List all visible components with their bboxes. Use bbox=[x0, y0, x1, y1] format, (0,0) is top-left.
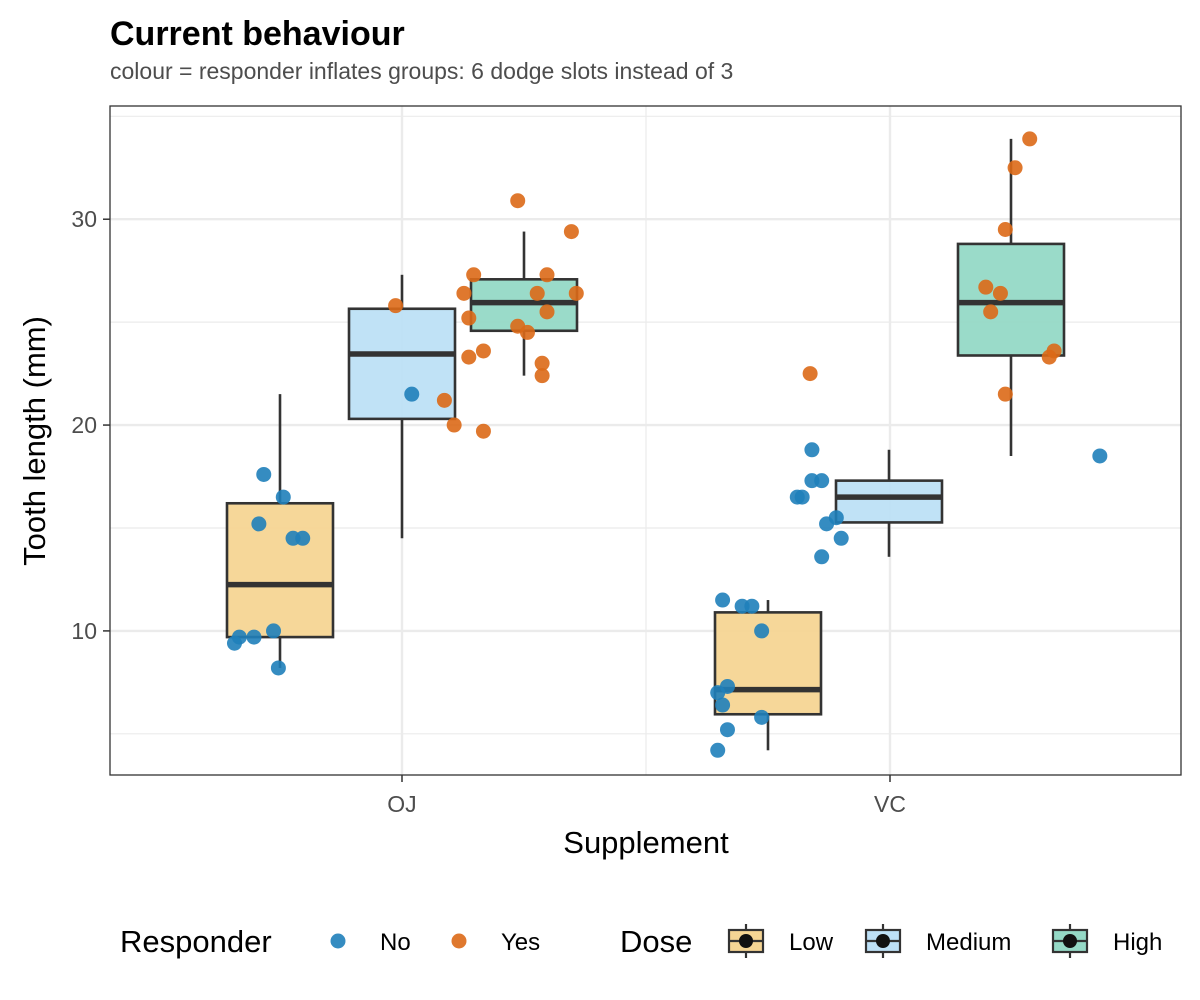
data-point bbox=[510, 193, 526, 209]
data-point bbox=[446, 417, 462, 433]
data-point bbox=[246, 629, 262, 645]
box-oj-low bbox=[225, 394, 335, 668]
legend-key-no bbox=[330, 933, 346, 949]
data-point bbox=[978, 279, 994, 295]
data-point bbox=[710, 742, 726, 758]
data-point bbox=[519, 324, 535, 340]
data-point bbox=[710, 685, 726, 701]
legend-title-responder: Responder bbox=[120, 924, 272, 959]
y-tick-label: 20 bbox=[71, 412, 97, 438]
data-point bbox=[461, 310, 477, 326]
x-axis: OJ VC bbox=[387, 775, 906, 817]
data-point bbox=[819, 516, 835, 532]
data-point bbox=[275, 489, 291, 505]
legend-key-yes bbox=[451, 933, 467, 949]
data-point bbox=[270, 660, 286, 676]
points-layer bbox=[226, 131, 1108, 758]
data-point bbox=[814, 549, 830, 565]
data-point bbox=[1007, 160, 1023, 176]
data-point bbox=[256, 466, 272, 482]
legend-dose: Dose Low Medium High bbox=[620, 924, 1162, 959]
data-point bbox=[814, 473, 830, 489]
data-point bbox=[461, 349, 477, 365]
data-point bbox=[802, 366, 818, 382]
data-point bbox=[534, 368, 550, 384]
data-point bbox=[404, 386, 420, 402]
data-point bbox=[568, 285, 584, 301]
data-point bbox=[475, 343, 491, 359]
data-point bbox=[466, 267, 482, 283]
data-point bbox=[539, 267, 555, 283]
data-point bbox=[388, 298, 404, 314]
box-body bbox=[225, 501, 335, 639]
legend-responder: Responder No Yes bbox=[120, 924, 540, 959]
chart-title: Current behaviour bbox=[110, 15, 405, 53]
data-point bbox=[744, 598, 760, 614]
y-axis-title: Tooth length (mm) bbox=[17, 316, 52, 566]
legend-label-low: Low bbox=[789, 929, 834, 956]
legend-key-point bbox=[1063, 934, 1077, 948]
panel-border bbox=[109, 105, 1182, 776]
box-vc-high bbox=[956, 138, 1066, 456]
box-vc-medium bbox=[834, 449, 944, 557]
legend-key-medium bbox=[864, 924, 902, 958]
x-axis-title: Supplement bbox=[563, 825, 729, 860]
data-point bbox=[719, 722, 735, 738]
data-point bbox=[983, 304, 999, 320]
data-point bbox=[563, 224, 579, 240]
data-point bbox=[997, 222, 1013, 238]
data-point bbox=[456, 285, 472, 301]
legend-label-high: High bbox=[1113, 929, 1162, 956]
y-tick-label: 10 bbox=[71, 618, 97, 644]
legend-key-point bbox=[876, 934, 890, 948]
box-body bbox=[956, 242, 1066, 357]
data-point bbox=[754, 623, 770, 639]
legend-key-high bbox=[1051, 924, 1089, 958]
gridlines bbox=[110, 106, 1181, 775]
legend-label-medium: Medium bbox=[926, 929, 1011, 956]
data-point bbox=[1092, 448, 1108, 464]
legend-label-yes: Yes bbox=[501, 929, 540, 956]
legend-key-point bbox=[739, 934, 753, 948]
data-point bbox=[534, 355, 550, 371]
boxes-layer bbox=[225, 138, 1066, 751]
data-point bbox=[992, 285, 1008, 301]
box-body bbox=[834, 479, 944, 524]
y-tick-label: 30 bbox=[71, 206, 97, 232]
legend-key-low bbox=[727, 924, 765, 958]
data-point bbox=[997, 386, 1013, 402]
x-tick-label: VC bbox=[874, 791, 906, 817]
x-tick-label: OJ bbox=[387, 791, 416, 817]
data-point bbox=[794, 489, 810, 505]
data-point bbox=[1022, 131, 1038, 147]
data-point bbox=[226, 635, 242, 651]
data-point bbox=[1041, 349, 1057, 365]
data-point bbox=[804, 442, 820, 458]
data-point bbox=[475, 423, 491, 439]
legend: Responder No Yes Dose Low Medium High bbox=[120, 924, 1162, 959]
data-point bbox=[529, 285, 545, 301]
box-oj-medium bbox=[347, 274, 457, 539]
data-point bbox=[266, 623, 282, 639]
data-point bbox=[715, 592, 731, 608]
data-point bbox=[833, 530, 849, 546]
data-point bbox=[539, 304, 555, 320]
legend-title-dose: Dose bbox=[620, 924, 692, 959]
data-point bbox=[251, 516, 267, 532]
data-point bbox=[754, 709, 770, 725]
data-point bbox=[295, 530, 311, 546]
chart-subtitle: colour = responder inflates groups: 6 do… bbox=[110, 58, 733, 84]
data-point bbox=[715, 697, 731, 713]
y-axis: 10 20 30 bbox=[71, 206, 110, 644]
data-point bbox=[436, 392, 452, 408]
legend-label-no: No bbox=[380, 929, 411, 956]
box-vc-low bbox=[713, 600, 823, 751]
